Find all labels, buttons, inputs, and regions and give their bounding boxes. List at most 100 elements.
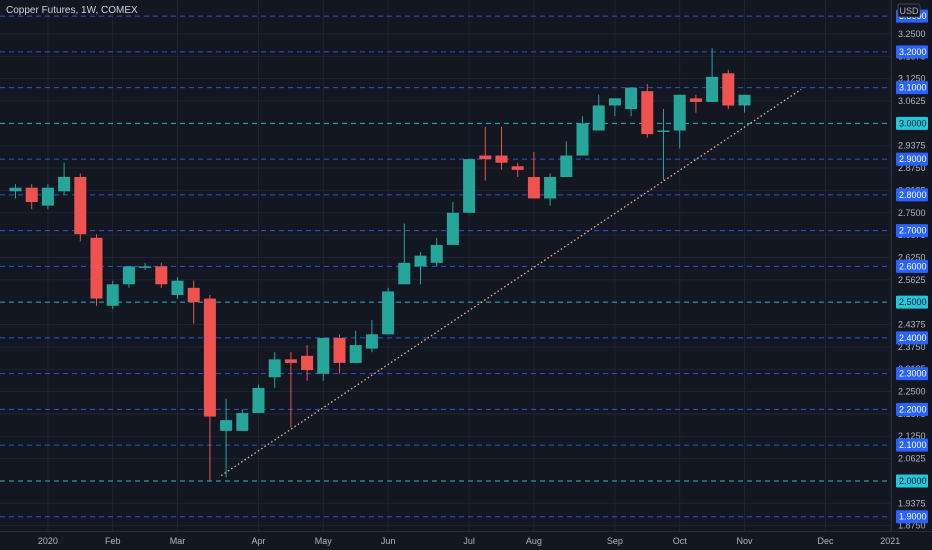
candle[interactable]	[25, 184, 38, 210]
candle[interactable]	[252, 384, 265, 413]
candle[interactable]	[544, 173, 557, 206]
x-tick-label: Mar	[170, 536, 186, 546]
candle-body	[414, 255, 427, 267]
candle[interactable]	[90, 234, 103, 306]
candle-body	[382, 291, 395, 335]
level-lines	[0, 15, 891, 518]
candle[interactable]	[495, 126, 508, 170]
candle[interactable]	[106, 280, 119, 310]
candle[interactable]	[722, 69, 735, 110]
candle[interactable]	[446, 202, 459, 245]
currency-badge[interactable]: USD	[897, 3, 921, 18]
candle-body	[722, 73, 735, 106]
candle[interactable]	[414, 252, 427, 285]
candle[interactable]	[41, 184, 54, 210]
candle[interactable]	[365, 320, 378, 353]
candle[interactable]	[560, 141, 573, 177]
level-tag-label: 3.1000	[899, 83, 927, 93]
level-tag[interactable]: 3.1000	[896, 81, 928, 95]
time-axis[interactable]: 2020 Feb Mar Apr May Jun Jul Aug Sep Oct Nov Dec 202…	[38, 536, 900, 546]
level-tag[interactable]: 2.8000	[896, 188, 928, 202]
candle[interactable]	[268, 352, 281, 388]
level-tag[interactable]: 2.0000	[896, 474, 928, 488]
candle[interactable]	[738, 94, 751, 113]
candle-body	[560, 155, 573, 177]
candle[interactable]	[284, 352, 297, 428]
candle[interactable]	[673, 94, 686, 149]
level-tag[interactable]: 2.9000	[896, 152, 928, 166]
candle-body	[689, 98, 702, 102]
level-tag[interactable]: 2.7000	[896, 224, 928, 238]
candle[interactable]	[74, 173, 87, 242]
candle-body	[608, 98, 621, 106]
candle[interactable]	[236, 409, 249, 431]
candle[interactable]	[317, 337, 330, 381]
candle[interactable]	[187, 280, 200, 324]
grid-layer	[0, 0, 891, 531]
candle[interactable]	[382, 287, 395, 335]
level-tag-label: 2.0000	[899, 476, 927, 486]
level-tag-label: 2.1000	[899, 440, 927, 450]
candle[interactable]	[139, 262, 152, 270]
candle[interactable]	[657, 109, 670, 181]
candle[interactable]	[625, 87, 638, 117]
trendline[interactable]	[220, 88, 802, 477]
candle[interactable]	[511, 162, 524, 177]
level-tag[interactable]: 2.1000	[896, 438, 928, 452]
candle[interactable]	[430, 237, 443, 267]
level-tag-label: 3.2000	[899, 47, 927, 57]
candle[interactable]	[9, 184, 22, 199]
level-tag[interactable]: 2.3000	[896, 367, 928, 381]
level-tag[interactable]: 3.0000	[896, 116, 928, 130]
candle[interactable]	[171, 277, 184, 299]
candle[interactable]	[479, 126, 492, 181]
candle[interactable]	[333, 334, 346, 374]
price-axis[interactable]: 3.25003.18753.12503.06252.93752.87502.81…	[898, 29, 926, 531]
candle[interactable]	[576, 116, 589, 156]
y-tick-label: 2.9375	[898, 141, 926, 151]
y-tick-label: 2.5625	[898, 275, 926, 285]
y-tick-label: 3.1250	[898, 74, 926, 84]
level-tag-box	[896, 367, 928, 381]
level-tag[interactable]: 3.2000	[896, 45, 928, 59]
level-tag[interactable]: 1.9000	[896, 510, 928, 524]
candle[interactable]	[463, 159, 476, 213]
candle[interactable]	[592, 94, 605, 131]
x-tick-label: Oct	[673, 536, 688, 546]
candle-body	[41, 187, 54, 206]
candle-body	[268, 359, 281, 378]
candle-body	[301, 355, 314, 371]
level-tag-box	[896, 331, 928, 345]
candle[interactable]	[608, 98, 621, 117]
level-tag-label: 2.8000	[899, 190, 927, 200]
legend-symbol[interactable]: Copper Futures, 1W, COMEX	[6, 5, 138, 16]
candle[interactable]	[641, 84, 654, 138]
candle-body	[187, 287, 200, 303]
candle[interactable]	[301, 345, 314, 381]
level-tag[interactable]: 2.2000	[896, 402, 928, 416]
level-tag-box	[896, 402, 928, 416]
candle[interactable]	[527, 151, 540, 199]
candle-body	[203, 298, 216, 417]
candle[interactable]	[203, 295, 216, 481]
candle[interactable]	[122, 266, 135, 288]
x-tick-label: Aug	[526, 536, 542, 546]
candle[interactable]	[155, 262, 168, 288]
candle[interactable]	[689, 94, 702, 113]
candle[interactable]	[58, 162, 71, 195]
candle[interactable]	[349, 330, 362, 363]
level-tag[interactable]: 2.5000	[896, 295, 928, 309]
candle[interactable]	[220, 398, 233, 478]
candle-body	[495, 155, 508, 163]
level-tag-label: 2.7000	[899, 226, 927, 236]
level-tag-label: 2.4000	[899, 333, 927, 343]
y-tick-label: 2.1250	[898, 431, 926, 441]
candle[interactable]	[398, 223, 411, 285]
candle[interactable]	[706, 48, 719, 102]
level-tag[interactable]: 2.6000	[896, 259, 928, 273]
candle-body	[511, 166, 524, 170]
y-tick-label: 2.6250	[898, 252, 926, 262]
level-tag-box	[896, 188, 928, 202]
level-tag[interactable]: 2.4000	[896, 331, 928, 345]
